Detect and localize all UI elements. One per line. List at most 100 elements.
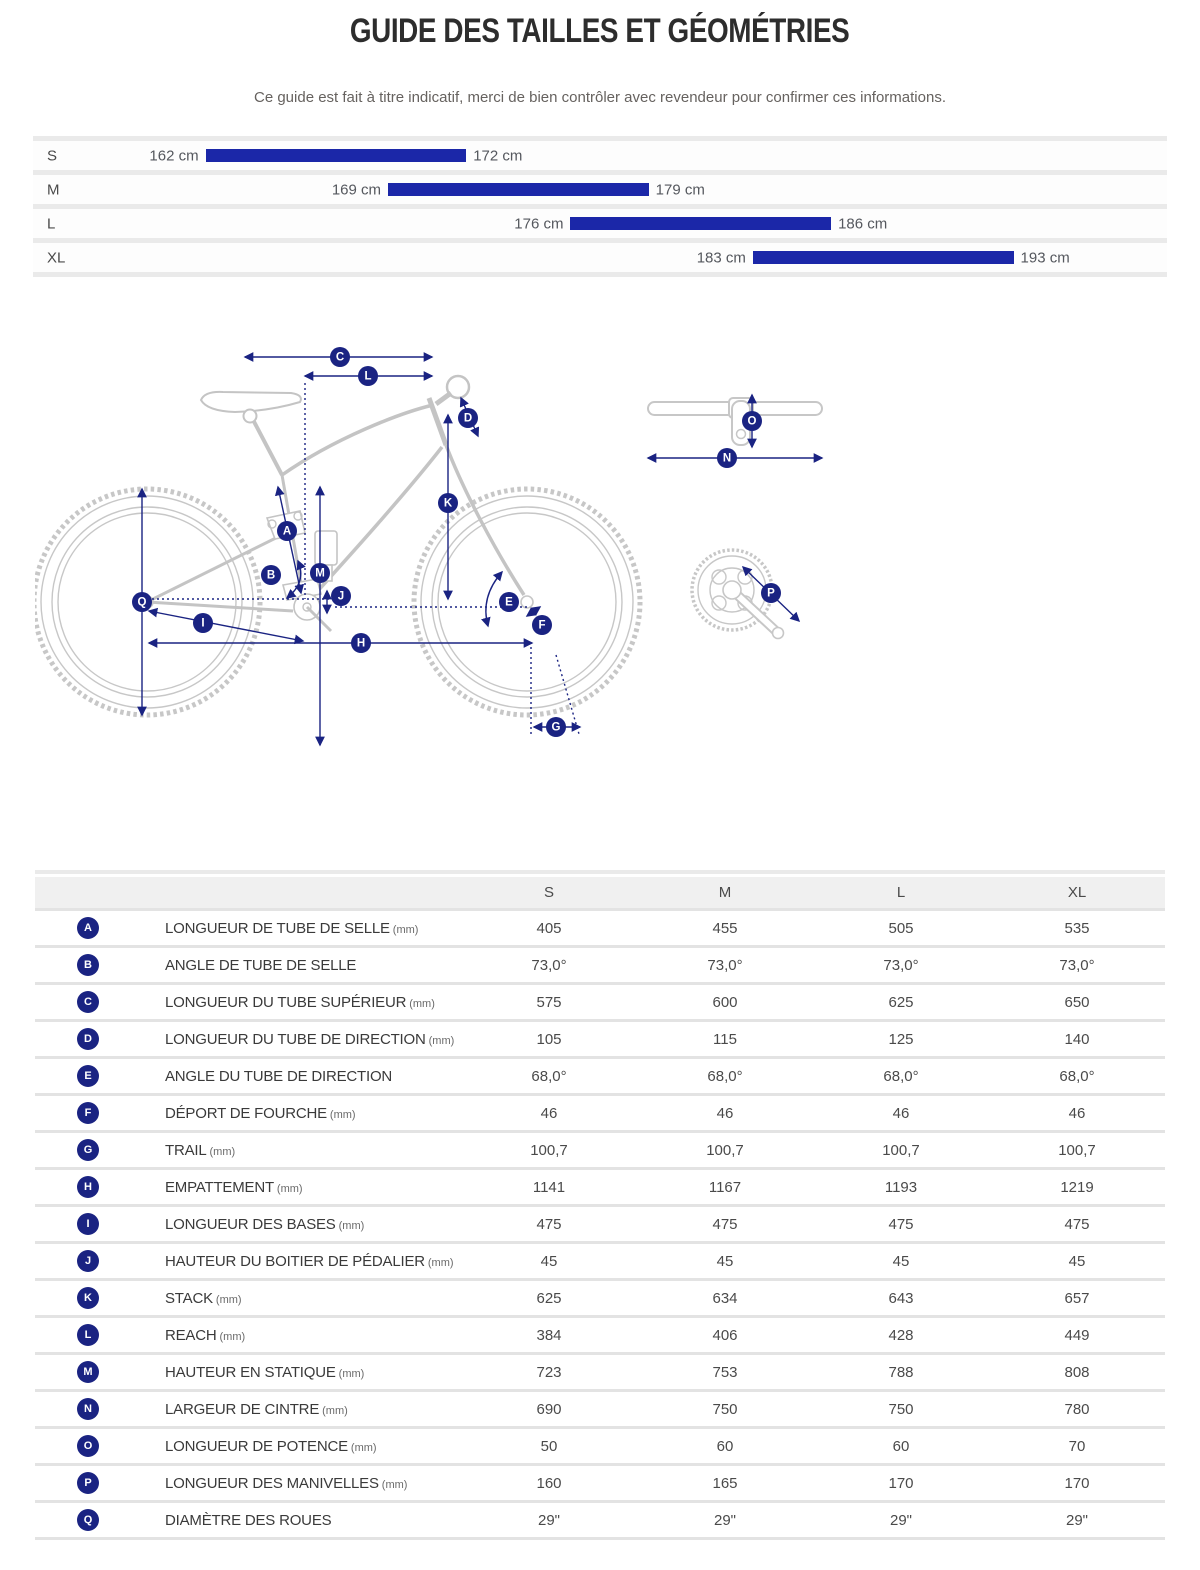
diagram-badge-letter: F <box>538 620 545 632</box>
height-range-bar: 183 cm 193 cm <box>697 249 1070 266</box>
value-m: 455 <box>712 919 738 937</box>
size-label: XL <box>47 249 66 266</box>
diagram-badge-letter: G <box>552 722 561 734</box>
size-label: L <box>47 215 56 232</box>
value-s: 160 <box>536 1474 562 1492</box>
row-label: DIAMÈTRE DES ROUES <box>165 1512 461 1529</box>
geometry-row-g: G TRAIL (mm) 100,7 100,7 100,7 100,7 <box>35 1133 1165 1170</box>
row-letter-badge: P <box>77 1472 99 1494</box>
value-s: 384 <box>536 1326 562 1344</box>
diagram-badge-n <box>717 448 737 468</box>
row-label: TRAIL (mm) <box>165 1142 461 1159</box>
value-m: 115 <box>713 1030 737 1048</box>
row-label: LARGEUR DE CINTRE (mm) <box>165 1401 461 1418</box>
value-s: 45 <box>540 1252 558 1270</box>
value-m: 750 <box>712 1400 738 1418</box>
diagram-badge-d <box>458 408 478 428</box>
geometry-row-f: F DÉPORT DE FOURCHE (mm) 46 46 46 46 <box>35 1096 1165 1133</box>
geometry-row-j: J HAUTEUR DU BOITIER DE PÉDALIER (mm) 45 45 4… <box>35 1244 1165 1281</box>
row-label-text: LONGUEUR DES MANIVELLES <box>165 1474 379 1492</box>
row-unit: (mm) <box>215 1293 242 1306</box>
diagram-badge-i <box>193 613 213 633</box>
row-label: STACK (mm) <box>165 1290 461 1307</box>
value-s: 690 <box>536 1400 562 1418</box>
row-label: ANGLE DE TUBE DE SELLE <box>165 957 461 974</box>
diagram-badge-m <box>310 563 330 583</box>
row-label-text: EMPATTEMENT <box>165 1178 274 1196</box>
value-l: 60 <box>892 1437 910 1455</box>
size-row-l: L 176 cm 186 cm <box>33 204 1167 238</box>
row-label: HAUTEUR DU BOITIER DE PÉDALIER (mm) <box>165 1253 461 1270</box>
geometry-table: S M L XL A LONGUEUR DE TUBE DE SELLE (mm) 405 4… <box>35 870 1165 1540</box>
row-label-text: ANGLE DU TUBE DE DIRECTION <box>165 1067 393 1085</box>
value-s: 73,0° <box>531 956 567 974</box>
value-m: 634 <box>712 1289 738 1307</box>
handlebar-top-view <box>647 397 823 446</box>
row-label: LONGUEUR DE TUBE DE SELLE (mm) <box>165 920 461 937</box>
row-letter-badge: B <box>77 954 99 976</box>
diagram-badge-letter: N <box>723 453 731 465</box>
value-m: 406 <box>712 1326 738 1344</box>
row-label-text: LONGUEUR DE POTENCE <box>165 1437 348 1455</box>
value-l: 73,0° <box>883 956 919 974</box>
value-l: 750 <box>888 1400 914 1418</box>
value-l: 125 <box>888 1030 914 1048</box>
front-wheel <box>411 486 643 718</box>
value-s: 50 <box>540 1437 558 1455</box>
range-max-label: 193 cm <box>1020 249 1070 266</box>
value-l: 29" <box>889 1511 912 1529</box>
value-l: 170 <box>888 1474 914 1492</box>
row-letter-badge: I <box>77 1213 99 1235</box>
value-s: 105 <box>536 1030 562 1048</box>
size-label: M <box>47 181 60 198</box>
value-l: 46 <box>892 1104 910 1122</box>
row-letter-badge: Q <box>77 1509 99 1531</box>
row-label: DÉPORT DE FOURCHE (mm) <box>165 1105 461 1122</box>
page-header: GUIDE DES TAILLES ET GÉOMÉTRIES Ce guide… <box>0 0 1200 106</box>
diagram-badge-letter: E <box>505 597 513 609</box>
value-s: 46 <box>540 1104 558 1122</box>
size-row-s: S 162 cm 172 cm <box>33 136 1167 170</box>
geometry-row-c: C LONGUEUR DU TUBE SUPÉRIEUR (mm) 575 600 625… <box>35 985 1165 1022</box>
value-xl: 100,7 <box>1058 1141 1096 1159</box>
value-l: 625 <box>888 993 914 1011</box>
value-m: 68,0° <box>707 1067 743 1085</box>
row-label-text: HAUTEUR EN STATIQUE <box>165 1363 336 1381</box>
value-xl: 449 <box>1064 1326 1090 1344</box>
size-row-xl: XL 183 cm 193 cm <box>33 238 1167 272</box>
column-header-xl: XL <box>1067 884 1087 901</box>
diagram-badge-a <box>277 521 297 541</box>
value-l: 45 <box>892 1252 910 1270</box>
row-unit: (mm) <box>427 1256 454 1269</box>
value-m: 753 <box>712 1363 738 1381</box>
value-l: 475 <box>888 1215 914 1233</box>
value-m: 46 <box>716 1104 734 1122</box>
value-m: 165 <box>712 1474 738 1492</box>
row-letter-badge: F <box>77 1102 99 1124</box>
row-label-text: DIAMÈTRE DES ROUES <box>165 1511 332 1529</box>
value-l: 1193 <box>884 1178 918 1196</box>
diagram-badge-letter: O <box>748 416 757 428</box>
diagram-badge-h <box>351 633 371 653</box>
row-label-text: LONGUEUR DU TUBE SUPÉRIEUR <box>165 993 407 1011</box>
diagram-badge-b <box>261 565 281 585</box>
value-l: 428 <box>888 1326 914 1344</box>
value-s: 723 <box>536 1363 562 1381</box>
row-unit: (mm) <box>338 1367 365 1380</box>
diagram-badge-letter: K <box>444 498 453 510</box>
diagram-badge-k <box>438 493 458 513</box>
column-header-l: L <box>896 884 906 901</box>
geometry-row-m: M HAUTEUR EN STATIQUE (mm) 723 753 788 808 <box>35 1355 1165 1392</box>
range-max-label: 172 cm <box>473 147 523 164</box>
value-xl: 73,0° <box>1059 956 1095 974</box>
row-label: LONGUEUR DU TUBE DE DIRECTION (mm) <box>165 1031 461 1048</box>
row-letter-badge: H <box>77 1176 99 1198</box>
diagram-badge-l <box>358 366 378 386</box>
geometry-row-q: Q DIAMÈTRE DES ROUES 29" 29" 29" 29" <box>35 1503 1165 1540</box>
diagram-badge-p <box>761 583 781 603</box>
row-unit: (mm) <box>350 1441 377 1454</box>
value-xl: 29" <box>1065 1511 1088 1529</box>
value-xl: 650 <box>1064 993 1090 1011</box>
value-xl: 1219 <box>1060 1178 1094 1196</box>
value-s: 68,0° <box>531 1067 567 1085</box>
